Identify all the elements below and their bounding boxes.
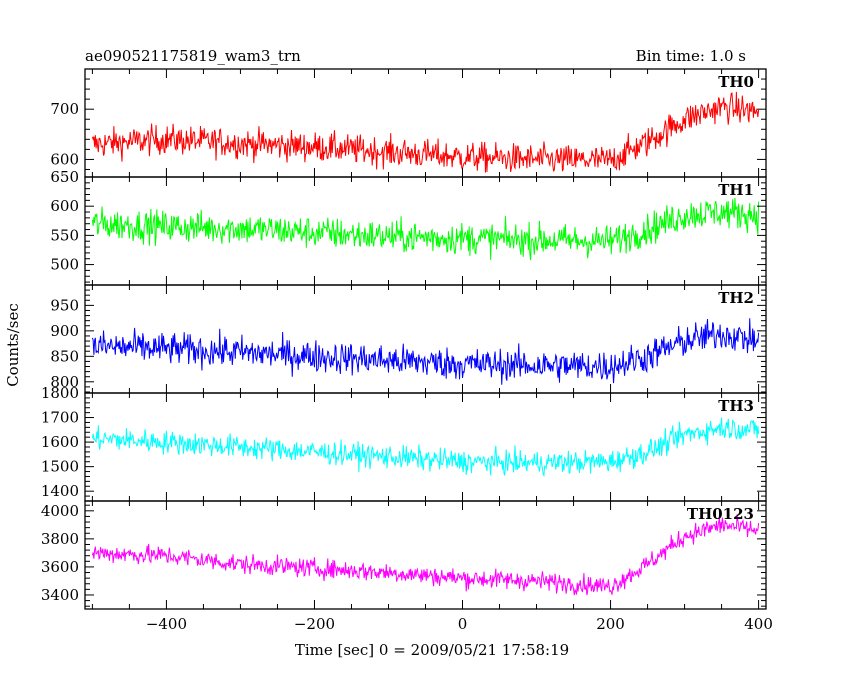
y-tick-label: 550: [50, 226, 79, 244]
x-tick-label: 200: [596, 615, 625, 633]
series-line-th0123: [91, 514, 760, 596]
x-tick-label: −400: [146, 615, 187, 633]
chart-title: ae090521175819_wam3_trn: [85, 47, 301, 65]
series-line-th3: [91, 417, 760, 478]
panel-label-th1: TH1: [718, 181, 754, 199]
panel-th3: 1400 1500 1600 1700 1800 TH3: [41, 384, 767, 502]
y-tick-label: 950: [50, 296, 79, 314]
panel-label-th0: TH0: [718, 73, 754, 91]
y-tick-label: 1400: [41, 482, 79, 500]
panel-label-th0123: TH0123: [687, 505, 754, 523]
panel-frame: [84, 500, 767, 610]
x-tick-label: 0: [458, 615, 468, 633]
panel-th2: 800 850 900 950 TH2: [50, 284, 767, 394]
series-line-th2: [91, 318, 760, 385]
y-tick-label: 4000: [41, 502, 79, 520]
x-tick-label: 400: [744, 615, 773, 633]
y-tick-label: 1800: [41, 384, 79, 402]
y-tick-label: 650: [50, 168, 79, 186]
y-tick-label: 3400: [41, 586, 79, 604]
panel-th0123: 3400 3600 3800 4000 TH0123: [41, 500, 767, 610]
y-tick-label: 1600: [41, 433, 79, 451]
panel-th0: 600 700 TH0: [50, 68, 767, 178]
y-tick-label: 600: [50, 197, 79, 215]
series-line-th0: [91, 91, 760, 173]
y-tick-label: 3600: [41, 558, 79, 576]
y-tick-label: 600: [50, 150, 79, 168]
panel-frame: [84, 68, 767, 178]
panel-label-th2: TH2: [718, 289, 754, 307]
y-tick-label: 500: [50, 256, 79, 274]
y-tick-label: 3800: [41, 530, 79, 548]
y-tick-label: 900: [50, 322, 79, 340]
bin-time-label: Bin time: 1.0 s: [636, 47, 746, 65]
y-tick-label: 1500: [41, 458, 79, 476]
series-line-th1: [91, 197, 760, 261]
x-axis-label: Time [sec] 0 = 2009/05/21 17:58:19: [295, 641, 569, 659]
panel-th1: 500 550 600 650 TH1: [50, 168, 767, 286]
x-tick-label: −200: [294, 615, 335, 633]
y-tick-label: 700: [50, 100, 79, 118]
y-axis-label: Counts/sec: [4, 303, 22, 387]
y-tick-label: 1700: [41, 409, 79, 427]
y-tick-label: 850: [50, 347, 79, 365]
panel-label-th3: TH3: [718, 397, 754, 415]
y-tick-label: 800: [50, 373, 79, 391]
